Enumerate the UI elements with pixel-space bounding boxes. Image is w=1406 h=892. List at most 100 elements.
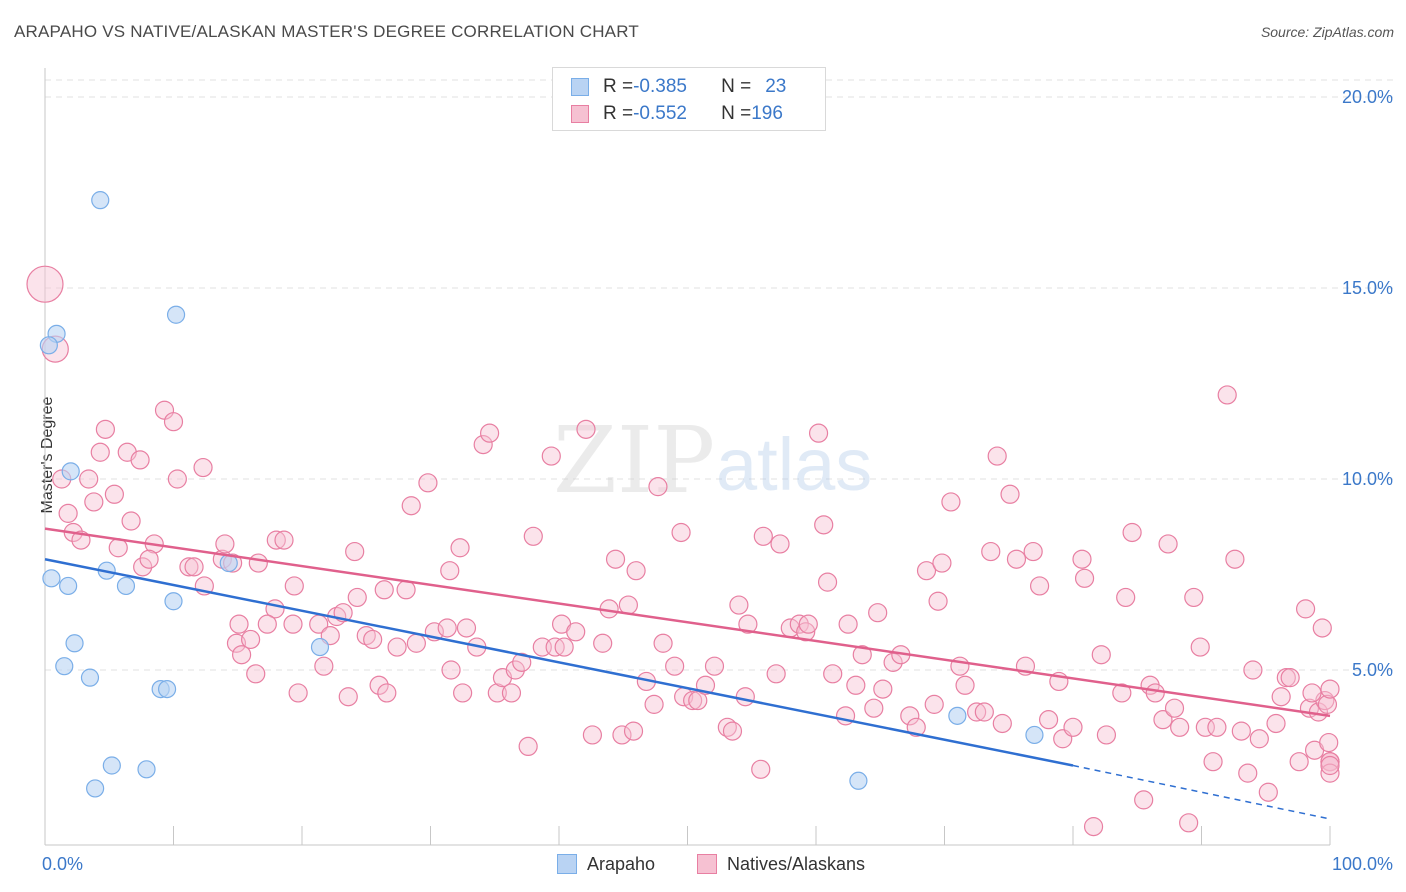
- natives-point: [139, 549, 159, 569]
- natives-point: [992, 713, 1012, 734]
- natives-point: [314, 656, 334, 676]
- natives-point: [1170, 717, 1190, 737]
- watermark-atlas: atlas: [716, 423, 872, 506]
- natives-point: [766, 664, 786, 684]
- natives-point: [541, 446, 561, 466]
- natives-point: [671, 522, 691, 543]
- natives-point: [798, 614, 818, 634]
- natives-point: [808, 423, 829, 443]
- natives-point: [1083, 817, 1104, 837]
- natives-point: [473, 435, 493, 455]
- natives-point: [554, 637, 574, 657]
- arapaho-legend-swatch: [557, 854, 577, 874]
- natives-point: [283, 614, 303, 634]
- natives-point: [722, 721, 743, 741]
- natives-point: [683, 690, 703, 711]
- natives-point: [480, 423, 500, 443]
- natives-point: [179, 557, 199, 577]
- natives-point: [1096, 725, 1117, 745]
- natives-point: [1238, 763, 1258, 783]
- arapaho-swatch: [571, 78, 589, 96]
- natives-point: [916, 561, 937, 581]
- natives-point: [817, 572, 838, 592]
- natives-point: [605, 549, 626, 569]
- natives-point: [184, 557, 204, 577]
- natives-point: [618, 595, 638, 615]
- natives-point: [130, 450, 150, 470]
- natives-point: [593, 633, 613, 653]
- arapaho-points: [39, 191, 1044, 798]
- natives-point: [1258, 782, 1278, 802]
- legend-n-label: N =: [721, 103, 752, 124]
- natives-point: [1317, 694, 1338, 714]
- natives-point: [688, 690, 708, 711]
- natives-point: [612, 725, 632, 745]
- natives-point: [104, 484, 124, 504]
- watermark-zip: ZIP: [553, 407, 715, 514]
- natives-point: [58, 503, 78, 523]
- natives-point: [257, 614, 277, 634]
- natives-point: [1158, 534, 1178, 554]
- natives-point: [864, 698, 884, 718]
- natives-point: [1266, 713, 1286, 734]
- y-tick-label: 15.0%: [1342, 278, 1393, 298]
- natives-point: [1164, 698, 1185, 718]
- natives-point: [284, 576, 304, 596]
- natives-point: [932, 553, 952, 573]
- natives-point: [1312, 618, 1332, 638]
- natives-point: [1320, 679, 1340, 699]
- natives-point: [1302, 683, 1322, 703]
- natives-point: [1207, 717, 1227, 737]
- natives-point: [1271, 687, 1291, 707]
- natives-point: [450, 538, 470, 558]
- natives-point: [1195, 717, 1215, 737]
- arapaho-point: [948, 706, 967, 725]
- arapaho-point: [166, 305, 186, 324]
- arapaho-point: [164, 592, 183, 611]
- arapaho-point: [116, 576, 136, 596]
- natives-point: [1190, 637, 1210, 657]
- natives-point: [121, 511, 141, 531]
- natives-point: [924, 694, 944, 714]
- natives-point: [246, 664, 266, 684]
- natives-point: [717, 717, 737, 737]
- natives-point: [1029, 576, 1050, 596]
- watermark: ZIP atlas: [553, 407, 872, 514]
- bottom-legend-natives: Natives/Alaskans: [697, 852, 865, 876]
- natives-point: [987, 446, 1007, 466]
- tick-labels: 5.0% 10.0% 15.0% 20.0% 0.0% 100.0%: [42, 87, 1393, 874]
- natives-point: [1116, 587, 1136, 608]
- y-tick-label: 20.0%: [1342, 87, 1393, 107]
- natives-point: [1184, 587, 1204, 608]
- legend-n-label: N =: [721, 76, 752, 97]
- legend-n-value: 196: [751, 103, 783, 124]
- arapaho-point: [102, 756, 121, 775]
- natives-point: [900, 706, 920, 726]
- natives-point: [1295, 599, 1316, 619]
- natives-point: [232, 645, 252, 665]
- natives-legend-label: Natives/Alaskans: [727, 853, 866, 874]
- natives-legend-swatch: [697, 854, 717, 874]
- natives-swatch: [571, 105, 589, 123]
- natives-point: [1074, 568, 1095, 588]
- natives-point: [566, 622, 586, 642]
- natives-point: [729, 595, 749, 615]
- x-tick-label: 100.0%: [1332, 854, 1393, 874]
- natives-point: [95, 419, 115, 439]
- arapaho-legend-label: Arapaho: [587, 853, 656, 874]
- natives-point: [753, 526, 773, 546]
- natives-point: [440, 561, 460, 581]
- natives-point: [928, 591, 948, 611]
- natives-point: [288, 683, 308, 703]
- natives-point: [1203, 752, 1223, 772]
- natives-point: [1249, 729, 1269, 749]
- natives-point: [665, 656, 685, 676]
- natives-point: [576, 419, 596, 439]
- arapaho-point: [137, 760, 156, 779]
- natives-point: [401, 496, 421, 516]
- natives-point: [387, 637, 407, 657]
- x-tick-label: 0.0%: [42, 854, 83, 874]
- natives-point: [704, 656, 725, 676]
- natives-point: [1280, 668, 1300, 688]
- natives-point: [1134, 790, 1154, 810]
